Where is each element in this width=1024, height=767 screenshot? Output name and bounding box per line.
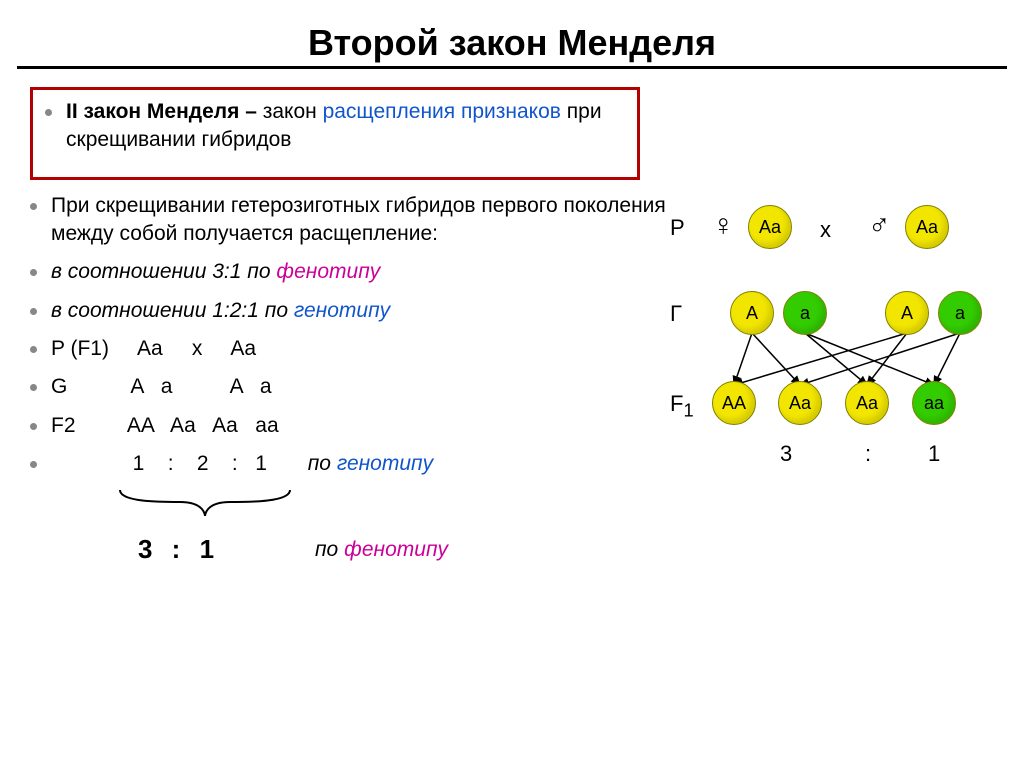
pheno-b: фенотипу xyxy=(344,538,448,561)
ratio-3: 3 xyxy=(780,441,792,467)
page-title: Второй закон Менделя xyxy=(0,0,1024,64)
parent-1: Aa xyxy=(748,205,792,249)
bullet-4: P (F1) Aa x Aa xyxy=(30,335,670,363)
ratio-1: 1 xyxy=(928,441,940,467)
gamete-A1: A xyxy=(730,291,774,335)
bullet-icon xyxy=(30,423,37,430)
offspring-Aa1: Aa xyxy=(778,381,822,425)
law-span1: закон xyxy=(263,100,323,123)
b4-text: P (F1) Aa x Aa xyxy=(51,335,670,363)
offspring-aa: aa xyxy=(912,381,956,425)
parent-2: Aa xyxy=(905,205,949,249)
bullet-1: При скрещивании гетерозиготных гибридов … xyxy=(30,192,670,249)
law-prefix: II закон Менделя – xyxy=(66,100,263,123)
b7a: 1 : 2 : 1 xyxy=(51,452,308,475)
bullet-icon xyxy=(45,109,52,116)
bullet-icon xyxy=(30,203,37,210)
bullet-icon xyxy=(30,308,37,315)
bullet-icon xyxy=(30,384,37,391)
b1-text: При скрещивании гетерозиготных гибридов … xyxy=(51,192,670,249)
law-definition-box: II закон Менделя – закон расщепления при… xyxy=(30,87,640,180)
law-text: II закон Менделя – закон расщепления при… xyxy=(66,98,625,155)
b3b: генотипу xyxy=(294,299,390,322)
bullet-icon xyxy=(30,269,37,276)
b7b: по xyxy=(308,452,337,475)
left-column: II закон Менделя – закон расщепления при… xyxy=(30,87,670,565)
b6-text: F2 AA Aa Aa aa xyxy=(51,412,670,440)
b7c: генотипу xyxy=(337,452,433,475)
b7-text: 1 : 2 : 1 по генотипу xyxy=(51,450,670,478)
ratio-colon: : xyxy=(865,441,871,467)
ratio-block: 3 : 1 по фенотипу xyxy=(110,488,670,565)
gamete-a2: a xyxy=(938,291,982,335)
b3-text: в соотношении 1:2:1 по генотипу xyxy=(51,297,670,325)
gamete-a1: a xyxy=(783,291,827,335)
b2b: фенотипу xyxy=(276,260,380,283)
bullet-icon xyxy=(30,461,37,468)
b5-text: G A a A a xyxy=(51,373,670,401)
bullet-2: в соотношении 3:1 по фенотипу xyxy=(30,258,670,286)
offspring-Aa2: Aa xyxy=(845,381,889,425)
gamete-A2: A xyxy=(885,291,929,335)
mendel-diagram: P Г F1 ♀ ♂ x 3 : 1 AaAaAaAaAAAaAaaa xyxy=(670,205,990,505)
b2a: в соотношении 3:1 по xyxy=(51,260,276,283)
bullet-icon xyxy=(30,346,37,353)
phenotype-label: по фенотипу xyxy=(315,538,448,562)
law-span2: расщепления признаков xyxy=(323,100,561,123)
b2-text: в соотношении 3:1 по фенотипу xyxy=(51,258,670,286)
bullet-5: G A a A a xyxy=(30,373,670,401)
pheno-a: по xyxy=(315,538,344,561)
bullet-6: F2 AA Aa Aa aa xyxy=(30,412,670,440)
content-area: II закон Менделя – закон расщепления при… xyxy=(0,69,1024,565)
bullet-3: в соотношении 1:2:1 по генотипу xyxy=(30,297,670,325)
bullet-7: 1 : 2 : 1 по генотипу xyxy=(30,450,670,478)
offspring-AA: AA xyxy=(712,381,756,425)
right-column: P Г F1 ♀ ♂ x 3 : 1 AaAaAaAaAAAaAaaa xyxy=(670,87,1000,565)
b3a: в соотношении 1:2:1 по xyxy=(51,299,294,322)
brace-icon xyxy=(110,488,330,528)
